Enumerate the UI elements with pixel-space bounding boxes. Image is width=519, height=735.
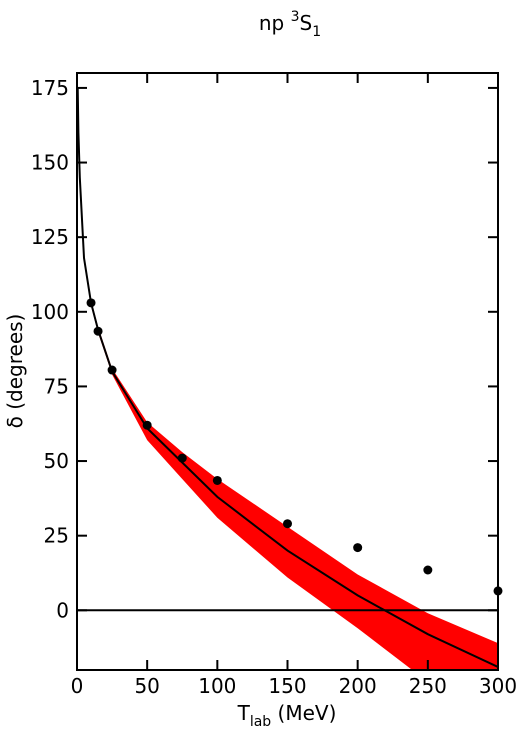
x-tick-label: 50 — [134, 674, 159, 698]
title-subscript: 1 — [312, 24, 321, 40]
chart-title: np 3S1 — [259, 9, 321, 40]
y-tick-label: 0 — [56, 598, 69, 622]
uncertainty-band — [91, 299, 498, 670]
y-tick-label: 125 — [31, 225, 69, 249]
data-point — [93, 326, 103, 336]
x-tick-label: 300 — [479, 674, 517, 698]
y-tick-label: 100 — [31, 300, 69, 324]
title-superscript: 3 — [291, 9, 300, 25]
data-point — [353, 543, 363, 553]
data-point — [107, 365, 117, 375]
title-main: S — [300, 11, 313, 35]
title-prefix: np — [259, 11, 291, 35]
data-point — [283, 519, 292, 529]
x-tick-label: 100 — [198, 674, 236, 698]
y-axis-label: δ (degrees) — [3, 314, 27, 429]
y-tick-label: 25 — [44, 524, 69, 548]
x-tick-label: 150 — [268, 674, 306, 698]
data-point — [177, 453, 187, 463]
x-label-suffix: (MeV) — [271, 701, 336, 725]
plot-area — [77, 87, 498, 670]
line — [77, 87, 498, 668]
y-tick-label: 75 — [44, 374, 69, 398]
data-point — [142, 420, 152, 430]
plot-frame — [76, 72, 499, 671]
x-tick-label: 250 — [409, 674, 447, 698]
data-point — [423, 565, 433, 575]
y-tick-label: 50 — [44, 449, 69, 473]
x-tick-label: 200 — [339, 674, 377, 698]
x-label-main: T — [237, 701, 251, 725]
y-tick-label: 175 — [31, 76, 69, 100]
x-tick-label: 0 — [71, 674, 84, 698]
y-tick-label: 150 — [31, 151, 69, 175]
x-label-subscript: lab — [250, 714, 271, 730]
data-point — [212, 475, 222, 485]
x-axis-label: Tlab (MeV) — [237, 701, 337, 730]
data-point — [86, 298, 96, 308]
